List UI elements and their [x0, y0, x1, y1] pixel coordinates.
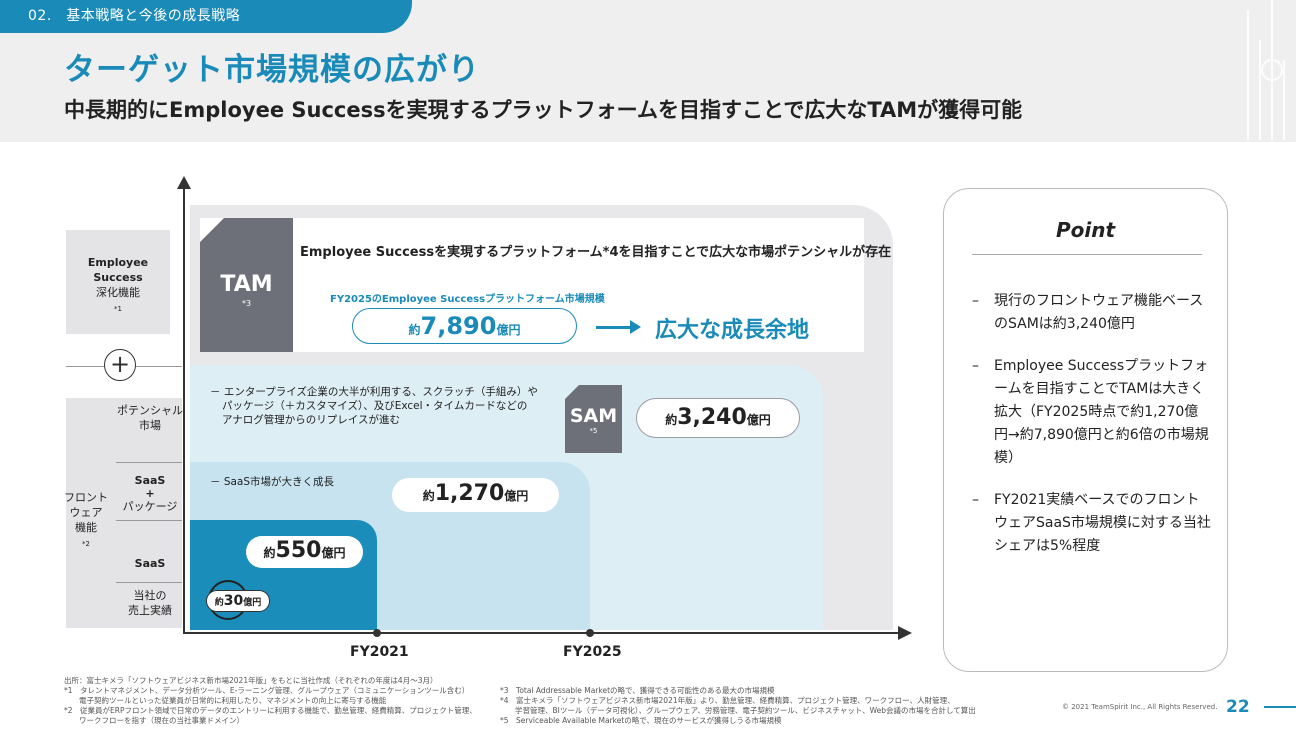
front-label: フロント ウェア 機能 *2	[64, 491, 108, 548]
divider-line	[116, 582, 182, 583]
x-tick-label: FY2021	[350, 644, 409, 660]
point-title: Point	[1055, 218, 1116, 242]
page-line	[1264, 706, 1296, 708]
es-label: Employee Success 深化機能 *1	[87, 256, 149, 313]
footnote-definitions: *3 Total Addressable Marketの略で、獲得できる可能性の…	[500, 686, 976, 725]
saas-package-label: SaaS + パッケージ	[122, 474, 178, 513]
tam-value-pill: 約7,890億円	[352, 308, 577, 344]
copyright: © 2021 TeamSpirit Inc., All Rights Reser…	[1062, 703, 1218, 711]
x-tick-fy2021	[373, 629, 381, 637]
footnote-source: 出所：富士キメラ「ソフトウェアビジネス新市場2021年版」をもとに当社作成（それ…	[64, 676, 477, 725]
divider-line	[116, 520, 182, 521]
x-axis	[183, 632, 899, 634]
plus-icon: +	[104, 349, 136, 381]
own-sales-label: 当社の 売上実績	[128, 589, 172, 617]
tam-sub-label: FY2025のEmployee Successプラットフォーム市場規模	[330, 294, 605, 305]
sam-note: － エンタープライズ企業の大半が利用する、スクラッチ（手組み）や パッケージ（＋…	[210, 386, 538, 426]
point-item: 現行のフロントウェア機能ベースのSAMは約3,240億円	[972, 290, 1212, 336]
decorative-lines-icon	[1247, 0, 1285, 140]
sam-value-pill: 約3,240億円	[636, 398, 800, 438]
page-number: 22	[1226, 697, 1250, 717]
y-axis-arrow-icon	[177, 176, 191, 189]
x-tick-fy2025	[586, 629, 594, 637]
arrow-head-icon	[630, 320, 641, 334]
y-axis	[183, 186, 185, 634]
point-list: 現行のフロントウェア機能ベースのSAMは約3,240億円 Employee Su…	[972, 290, 1212, 577]
x-axis-arrow-icon	[898, 626, 912, 640]
own-sales-value-pill: 約30億円	[206, 590, 270, 612]
saas-note: － SaaS市場が大きく成長	[210, 476, 335, 488]
sam-badge: SAM *5	[565, 385, 622, 453]
page-subtitle: 中長期的にEmployee Successを実現するプラットフォームを目指すこと…	[64, 98, 1023, 122]
saas-2021-value-pill: 約550億円	[246, 536, 363, 568]
x-tick-label: FY2025	[563, 644, 622, 660]
section-tab: 02. 基本戦略と今後の成長戦略	[0, 0, 412, 33]
divider-line	[116, 462, 182, 463]
page-title: ターゲット市場規模の広がり	[64, 52, 480, 88]
point-item: FY2021実績ベースでのフロントウェアSaaS市場規模に対する当社シェアは5%…	[972, 489, 1212, 558]
point-item: Employee Successプラットフォームを目指すことでTAMは大きく拡大…	[972, 355, 1212, 470]
saas-label: SaaS	[134, 557, 166, 570]
potential-label: ポテンシャル 市場	[117, 404, 183, 432]
growth-text: 広大な成長余地	[655, 318, 810, 343]
saas-2025-value-pill: 約1,270億円	[392, 478, 559, 512]
arrow-right-icon	[596, 326, 632, 329]
front-label-box	[66, 398, 182, 628]
es-label-box	[66, 230, 170, 334]
tam-badge: TAM *3	[200, 218, 293, 352]
point-divider	[972, 254, 1202, 255]
tam-description: Employee Successを実現するプラットフォーム*4を目指すことで広大…	[300, 245, 892, 260]
